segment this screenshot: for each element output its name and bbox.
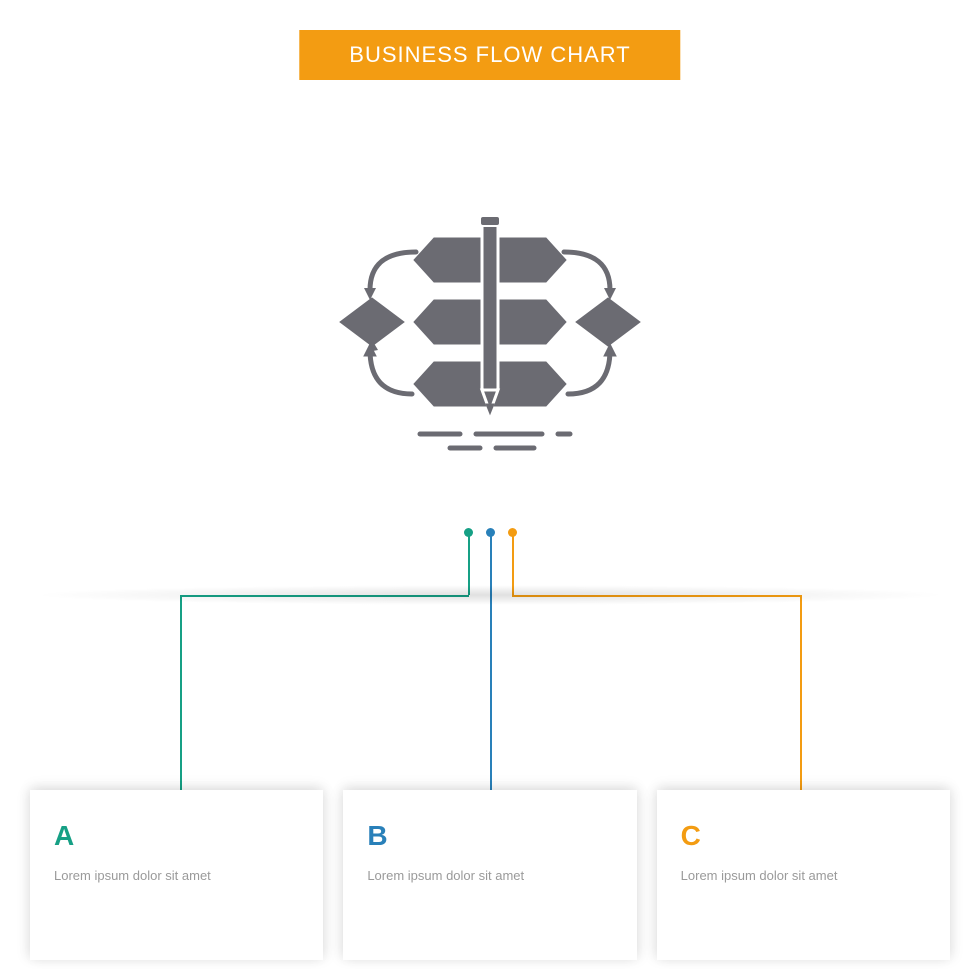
card-text-a: Lorem ipsum dolor sit amet bbox=[54, 866, 299, 886]
card-text-b: Lorem ipsum dolor sit amet bbox=[367, 866, 612, 886]
card-letter-c: C bbox=[681, 820, 926, 852]
vline-a-down bbox=[180, 595, 182, 790]
card-letter-b: B bbox=[367, 820, 612, 852]
card-b: B Lorem ipsum dolor sit amet bbox=[343, 790, 636, 960]
shadow-strip bbox=[30, 585, 950, 605]
card-c: C Lorem ipsum dolor sit amet bbox=[657, 790, 950, 960]
header-bar: Business Flow Chart bbox=[299, 30, 680, 80]
cards-row: A Lorem ipsum dolor sit amet B Lorem ips… bbox=[30, 790, 950, 960]
card-letter-a: A bbox=[54, 820, 299, 852]
card-text-c: Lorem ipsum dolor sit amet bbox=[681, 866, 926, 886]
vline-b bbox=[490, 535, 492, 790]
header-title: Business Flow Chart bbox=[349, 42, 630, 67]
vline-c-down bbox=[800, 595, 802, 790]
card-a: A Lorem ipsum dolor sit amet bbox=[30, 790, 323, 960]
flowchart-icon bbox=[330, 190, 650, 470]
